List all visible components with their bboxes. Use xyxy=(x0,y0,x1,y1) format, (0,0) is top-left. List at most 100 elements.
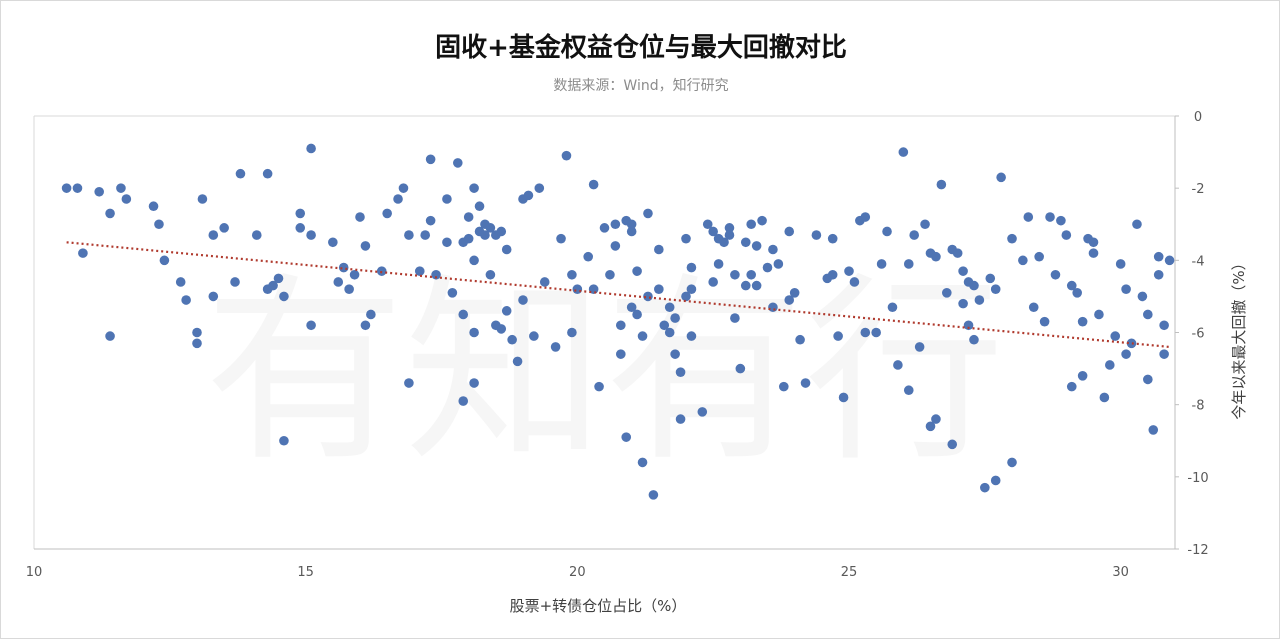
data-point xyxy=(181,295,191,305)
data-point xyxy=(795,334,805,345)
data-point xyxy=(958,266,968,276)
data-point xyxy=(708,277,718,287)
data-point xyxy=(740,237,751,248)
data-point xyxy=(740,280,751,291)
data-point xyxy=(659,320,670,331)
data-point xyxy=(626,219,637,230)
data-point xyxy=(1018,255,1028,266)
data-point xyxy=(1007,233,1017,244)
x-tick-label: 15 xyxy=(297,565,314,580)
data-point xyxy=(985,273,996,284)
data-point xyxy=(1056,215,1066,226)
data-point xyxy=(1072,288,1082,298)
data-point xyxy=(827,233,838,244)
data-point xyxy=(338,262,349,273)
data-point xyxy=(637,457,648,468)
data-point xyxy=(344,284,354,295)
data-point xyxy=(664,302,675,313)
data-point xyxy=(762,262,773,273)
y-axis-title: 今年以来最大回撤（%） xyxy=(1230,255,1248,419)
data-point xyxy=(453,158,463,168)
data-point xyxy=(425,215,436,226)
data-point xyxy=(251,230,262,240)
data-point xyxy=(958,298,968,309)
data-point xyxy=(876,259,887,269)
data-point xyxy=(1077,316,1088,327)
data-point xyxy=(811,230,822,240)
data-point xyxy=(730,313,740,323)
data-point xyxy=(860,327,871,338)
data-point xyxy=(355,212,365,222)
data-point xyxy=(360,320,371,331)
data-point xyxy=(768,244,778,255)
data-point xyxy=(1115,259,1126,269)
data-point xyxy=(1121,349,1131,359)
data-point xyxy=(295,223,306,233)
data-point xyxy=(420,230,431,240)
data-point xyxy=(963,320,974,331)
data-point xyxy=(670,349,680,359)
watermark-text: 有知有行 xyxy=(204,256,1004,489)
data-point xyxy=(654,244,664,255)
data-point xyxy=(501,244,512,255)
data-point xyxy=(1094,309,1104,320)
data-point xyxy=(567,269,577,280)
data-point xyxy=(1159,320,1169,331)
data-point xyxy=(1132,219,1142,230)
data-point xyxy=(572,284,583,295)
data-point xyxy=(1023,212,1034,222)
y-tick-label: -8 xyxy=(1192,399,1205,414)
data-point xyxy=(893,360,903,370)
data-point xyxy=(626,302,637,313)
data-point xyxy=(686,284,697,295)
data-point xyxy=(936,179,947,190)
data-point xyxy=(1066,280,1077,291)
data-point xyxy=(1077,371,1088,381)
data-point xyxy=(382,208,392,219)
data-point xyxy=(550,342,561,352)
y-tick-label: -4 xyxy=(1192,254,1205,269)
data-point xyxy=(121,194,132,204)
data-point xyxy=(1143,374,1153,385)
data-point xyxy=(469,255,479,266)
data-point xyxy=(616,349,626,359)
data-point xyxy=(697,407,708,417)
data-point xyxy=(1153,269,1164,280)
data-point xyxy=(458,396,469,406)
x-tick-label: 25 xyxy=(841,565,858,580)
data-point xyxy=(1066,381,1077,392)
data-point xyxy=(393,194,403,204)
data-point xyxy=(458,309,469,320)
data-point xyxy=(931,251,941,262)
data-point xyxy=(561,150,572,161)
data-point xyxy=(942,288,952,298)
data-point xyxy=(648,490,659,500)
data-point xyxy=(664,327,675,338)
data-point xyxy=(675,367,686,377)
data-point xyxy=(947,439,958,450)
data-point xyxy=(871,327,881,338)
data-point xyxy=(1088,237,1099,248)
data-point xyxy=(480,230,490,240)
data-point xyxy=(632,266,642,276)
data-point xyxy=(534,183,545,193)
data-point xyxy=(333,277,344,287)
data-point xyxy=(404,230,414,240)
data-point xyxy=(512,356,523,367)
data-point xyxy=(675,414,686,424)
data-point xyxy=(208,230,219,240)
data-point xyxy=(518,295,528,305)
data-point xyxy=(990,284,1001,295)
data-point xyxy=(1061,230,1072,240)
data-point xyxy=(914,342,925,352)
data-point xyxy=(154,219,164,230)
data-point xyxy=(1034,251,1044,262)
data-point xyxy=(969,334,979,345)
chart-subtitle: 数据来源：Wind，知行研究 xyxy=(553,78,729,94)
data-point xyxy=(192,327,202,338)
data-point xyxy=(1007,457,1017,468)
data-point xyxy=(1121,284,1131,295)
x-axis-title: 股票+转债仓位占比（%） xyxy=(510,597,687,615)
data-point xyxy=(844,266,854,276)
